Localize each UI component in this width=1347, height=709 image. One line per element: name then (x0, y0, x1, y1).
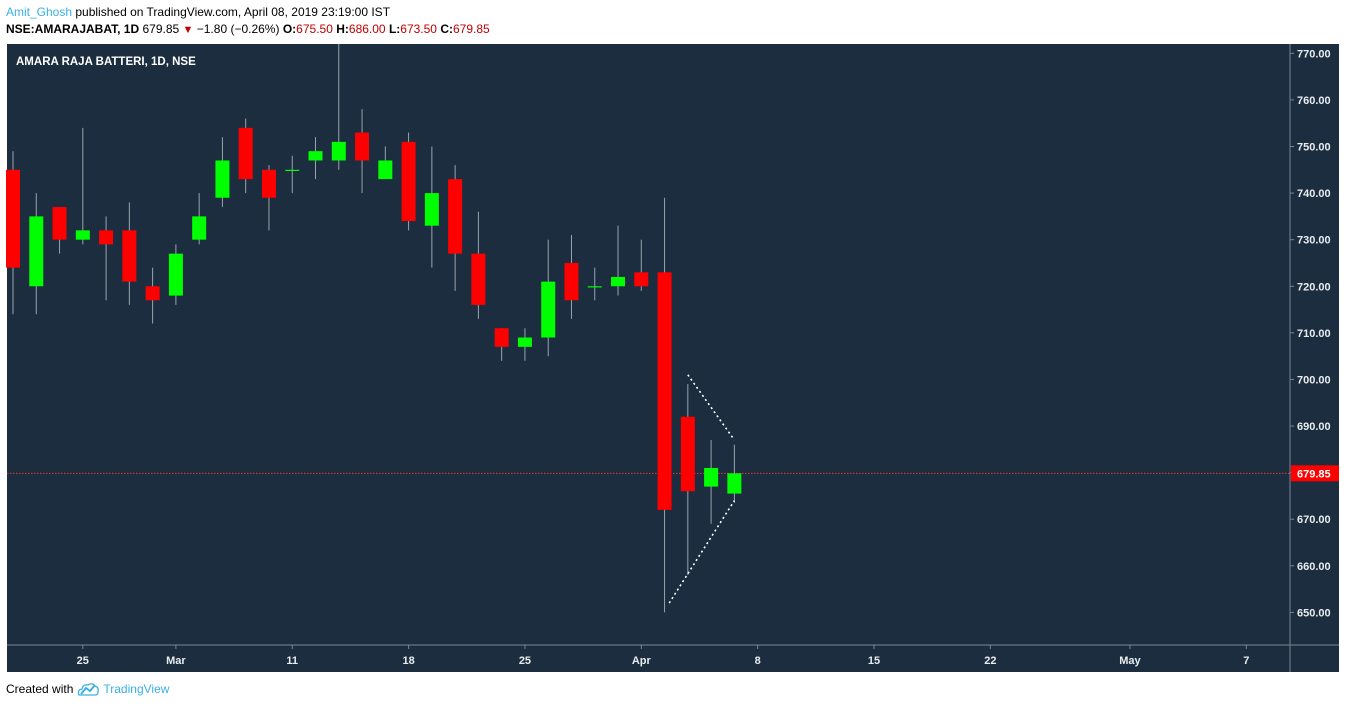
candle-body (6, 169, 20, 268)
tradingview-logo[interactable]: TradingView (103, 682, 170, 696)
candle-body (611, 276, 626, 287)
x-tick-label: May (1119, 655, 1141, 667)
y-tick-label: 730.00 (1297, 235, 1331, 247)
candle-body (704, 467, 719, 487)
chart-title: AMARA RAJA BATTERI, 1D, NSE (16, 56, 196, 68)
y-tick-label: 650.00 (1297, 607, 1331, 619)
down-arrow-icon: ▼ (182, 24, 194, 36)
x-tick-label: 18 (402, 655, 414, 667)
x-tick-label: 8 (755, 655, 761, 667)
chart-header: Amit_Ghosh published on TradingView.com,… (6, 4, 490, 39)
candle-body (657, 272, 672, 510)
candle-body (471, 253, 486, 305)
candle-body (564, 262, 579, 301)
y-tick-label: 710.00 (1297, 328, 1331, 340)
candle-body (145, 286, 160, 301)
candle-body (494, 328, 509, 347)
price-change: −1.80 (−0.26%) (196, 22, 280, 36)
candle-body (285, 169, 300, 171)
created-with-text: Created with (6, 682, 74, 696)
candle-body (355, 132, 370, 161)
candle-body (587, 286, 602, 288)
candle-body (378, 160, 393, 180)
pattern-trendline (668, 500, 736, 604)
candle-body (448, 179, 463, 254)
candle-body (52, 207, 67, 240)
candle-body (401, 141, 416, 222)
candle-body (238, 127, 253, 180)
close-label: C: (440, 22, 453, 36)
last-price-badge (1291, 465, 1339, 482)
high-value: 686.00 (348, 22, 386, 36)
x-tick-label: Mar (166, 655, 186, 667)
x-tick-label: 15 (868, 655, 880, 667)
open-value: 675.50 (296, 22, 333, 36)
candle-body (680, 416, 695, 492)
symbol-line: NSE:AMARAJABAT, 1D 679.85 ▼ −1.80 (−0.26… (6, 21, 490, 39)
symbol-label: NSE:AMARAJABAT, 1D (6, 22, 140, 36)
candle-body (261, 169, 276, 198)
candle-body (424, 193, 439, 226)
high-label: H: (336, 22, 349, 36)
y-tick-label: 660.00 (1297, 561, 1331, 573)
x-tick-label: 11 (286, 655, 298, 667)
last-price: 679.85 (142, 22, 180, 36)
close-value: 679.85 (452, 22, 490, 36)
candle-body (541, 281, 556, 338)
candle-body (29, 216, 44, 287)
chart-background (7, 44, 1339, 672)
y-tick-label: 740.00 (1297, 188, 1331, 200)
low-label: L: (388, 22, 401, 36)
pattern-trendline (687, 374, 736, 441)
candle-body (75, 230, 90, 240)
y-tick-label: 770.00 (1297, 48, 1331, 60)
y-tick-label: 760.00 (1297, 95, 1331, 107)
footer: Created with TradingView (6, 682, 169, 696)
candle-body (215, 160, 230, 198)
open-label: O: (282, 22, 297, 36)
y-tick-label: 670.00 (1297, 514, 1331, 526)
candle-body (122, 230, 137, 282)
candle-body (99, 230, 114, 245)
x-tick-label: 22 (984, 655, 996, 667)
y-tick-label: 750.00 (1297, 141, 1331, 153)
low-value: 673.50 (400, 22, 437, 36)
y-tick-label: 690.00 (1297, 421, 1331, 433)
published-text: published on TradingView.com, April 08, … (72, 5, 391, 19)
candle-body (308, 151, 323, 161)
last-price-label: 679.85 (1297, 468, 1331, 480)
tradingview-cloud-icon (78, 683, 100, 696)
candle-body (192, 216, 207, 240)
x-tick-label: 25 (519, 655, 531, 667)
publish-line: Amit_Ghosh published on TradingView.com,… (6, 4, 490, 21)
candle-body (517, 337, 532, 347)
candle-body (727, 473, 742, 494)
y-tick-label: 700.00 (1297, 374, 1331, 386)
y-tick-label: 720.00 (1297, 281, 1331, 293)
x-tick-label: 7 (1243, 655, 1249, 667)
x-tick-label: 25 (77, 655, 89, 667)
candle-body (331, 141, 346, 161)
author-link[interactable]: Amit_Ghosh (6, 5, 73, 19)
candle-body (168, 253, 183, 296)
candle-body (634, 272, 649, 287)
x-tick-label: Apr (632, 655, 652, 667)
